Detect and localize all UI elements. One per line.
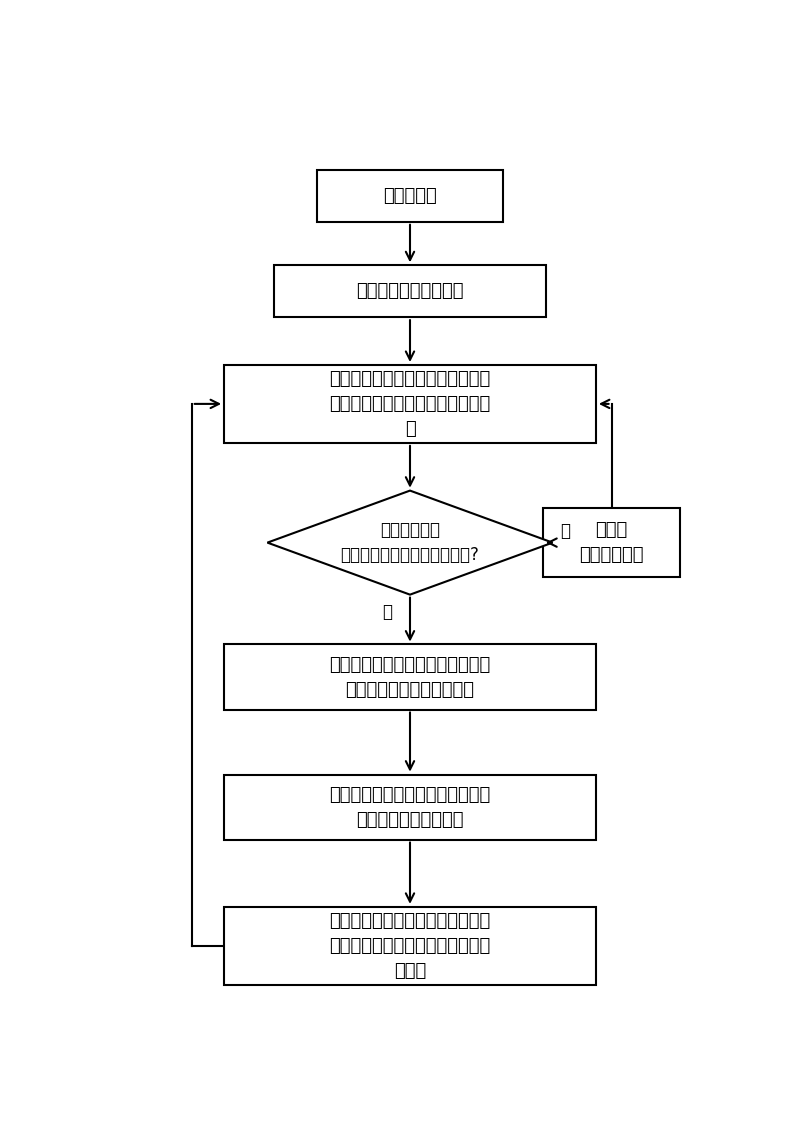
FancyBboxPatch shape	[224, 644, 596, 709]
Text: 丢弃该
多普勒频移值: 丢弃该 多普勒频移值	[579, 521, 644, 564]
Text: 多普勒频移值
超过设定的多普勒频移标准值?: 多普勒频移值 超过设定的多普勒频移标准值?	[341, 521, 479, 564]
FancyBboxPatch shape	[224, 775, 596, 840]
Text: 捕获北斗卫星信号，并对其进行分
析处理得到多普勒频移值及其他信
息: 捕获北斗卫星信号，并对其进行分 析处理得到多普勒频移值及其他信 息	[330, 370, 490, 438]
Text: 是: 是	[382, 604, 392, 620]
FancyBboxPatch shape	[543, 508, 680, 578]
Text: 使用修正后的接收机接收北斗卫星
信号，得到新的多普勒频移值及其
他信息: 使用修正后的接收机接收北斗卫星 信号，得到新的多普勒频移值及其 他信息	[330, 912, 490, 980]
Text: 再次开启接收机时，使用保存的晶
振频率偏移值进行修正: 再次开启接收机时，使用保存的晶 振频率偏移值进行修正	[330, 786, 490, 829]
FancyBboxPatch shape	[317, 170, 503, 222]
Text: 开启接收机: 开启接收机	[383, 187, 437, 205]
Polygon shape	[267, 491, 553, 595]
Text: 否: 否	[560, 522, 570, 540]
Text: 设定多普勒频移标准值: 设定多普勒频移标准值	[356, 283, 464, 301]
FancyBboxPatch shape	[274, 266, 546, 318]
Text: 保存该多普勒频移值，并推算出相
应的晶振频率偏移值，保存: 保存该多普勒频移值，并推算出相 应的晶振频率偏移值，保存	[330, 655, 490, 698]
FancyBboxPatch shape	[224, 906, 596, 985]
FancyBboxPatch shape	[224, 365, 596, 443]
